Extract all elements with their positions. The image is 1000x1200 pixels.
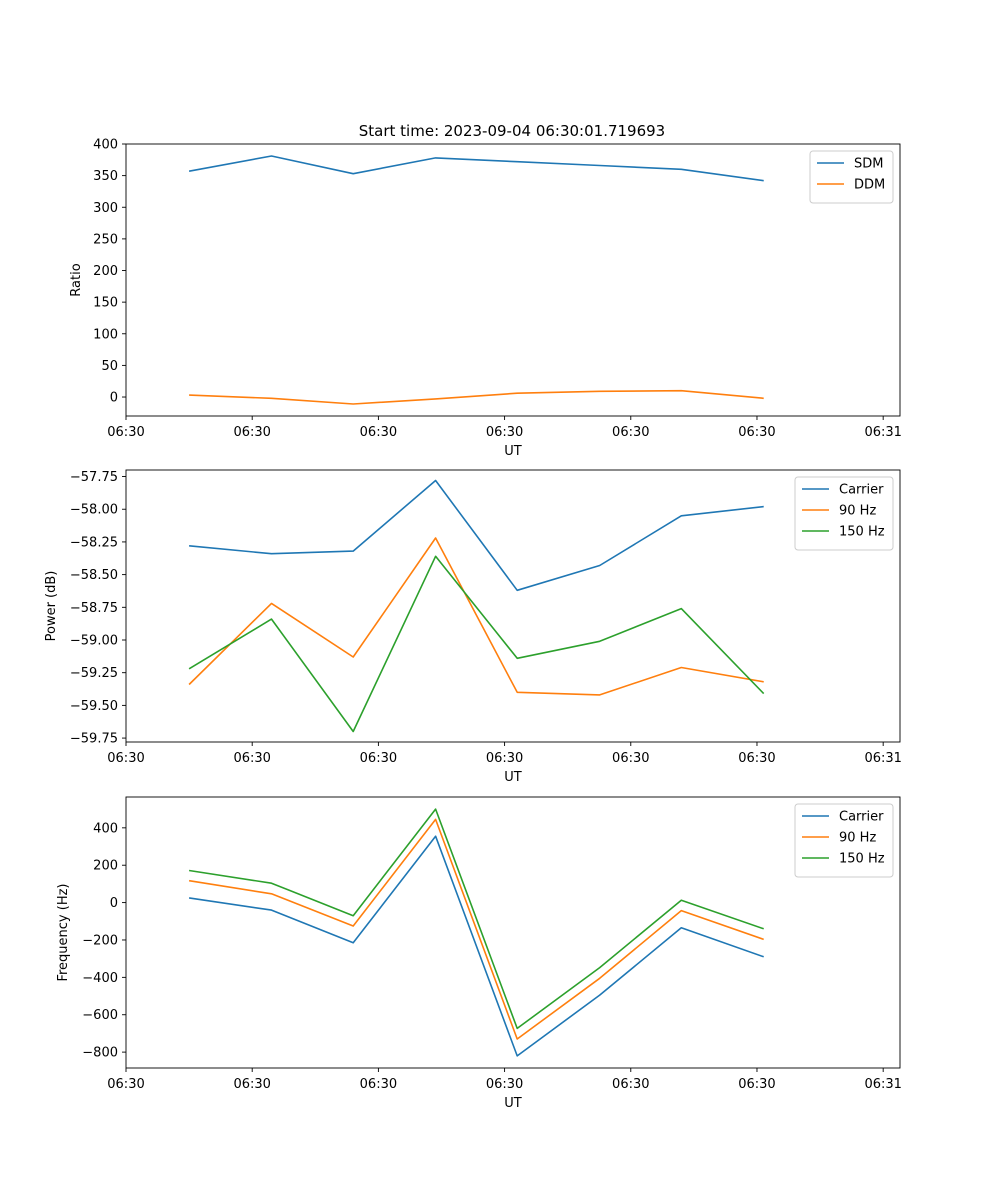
y-tick-label: −58.75 — [70, 601, 118, 616]
y-tick-label: −58.50 — [70, 568, 118, 583]
y-tick-label: 50 — [101, 359, 118, 374]
y-tick-label: 250 — [93, 232, 118, 247]
x-tick-label: 06:30 — [612, 751, 649, 766]
x-tick-label: 06:31 — [864, 1077, 901, 1092]
power-panel: 06:30 06:30 06:30 06:30 06:30 06:30 06:31 −59.7… — [44, 469, 902, 785]
ratio-panel: 06:30 06:30 06:30 06:30 06:30 06:30 06:31 0 50 10… — [69, 138, 902, 460]
y-tick-label: −59.50 — [70, 699, 118, 714]
legend-label: Carrier — [839, 483, 884, 498]
legend-label: SDM — [854, 157, 883, 172]
frequency-panel: 06:30 06:30 06:30 06:30 06:30 06:30 06:31 −800 −… — [56, 796, 902, 1111]
y-axis-label: Power (dB) — [44, 571, 59, 642]
y-tick-label: 0 — [110, 391, 118, 406]
axes-frame — [125, 469, 901, 743]
legend: Carrier 90 Hz 150 Hz — [794, 476, 894, 551]
x-tick-label: 06:30 — [360, 751, 397, 766]
x-tick-label: 06:31 — [864, 751, 901, 766]
axes-frame — [125, 796, 901, 1069]
x-tick-label: 06:30 — [738, 1077, 775, 1092]
x-tick-label: 06:30 — [360, 1077, 397, 1092]
legend: Carrier 90 Hz 150 Hz — [794, 803, 894, 878]
series-line-150-hz — [188, 808, 764, 1030]
x-tick-label: 06:30 — [107, 1077, 144, 1092]
series-line-carrier — [188, 835, 764, 1057]
x-tick-label: 06:30 — [107, 425, 144, 440]
y-tick-label: 100 — [93, 327, 118, 342]
y-axis-label: Ratio — [69, 263, 84, 296]
y-axis-label: Frequency (Hz) — [56, 883, 71, 981]
series-line-150-hz — [188, 555, 765, 733]
x-tick-label: 06:30 — [612, 1077, 649, 1092]
series-line-sdm — [188, 155, 764, 182]
y-tick-label: −600 — [82, 1008, 118, 1023]
legend-label: Carrier — [839, 810, 884, 825]
series-line-ddm — [189, 389, 764, 405]
y-tick-label: −57.75 — [70, 470, 118, 485]
x-axis-label: UT — [504, 1096, 522, 1111]
y-tick-label: −58.25 — [70, 535, 118, 550]
legend: SDM DDM — [809, 150, 894, 204]
y-tick-label: −58.00 — [70, 503, 118, 518]
y-tick-label: 350 — [93, 169, 118, 184]
axes-frame — [125, 143, 901, 417]
legend-label: DDM — [854, 178, 885, 193]
y-tick-label: 400 — [93, 821, 118, 836]
y-tick-label: −59.75 — [70, 732, 118, 747]
y-tick-label: −800 — [82, 1046, 118, 1061]
x-tick-label: 06:30 — [486, 1077, 523, 1092]
legend-label: 150 Hz — [839, 525, 885, 540]
series-line-carrier — [189, 479, 764, 592]
legend-box — [809, 150, 894, 204]
x-tick-label: 06:30 — [233, 751, 270, 766]
x-tick-label: 06:30 — [233, 425, 270, 440]
legend-label: 90 Hz — [839, 831, 876, 846]
y-tick-label: 150 — [93, 296, 118, 311]
x-tick-label: 06:31 — [864, 425, 901, 440]
x-tick-label: 06:30 — [486, 425, 523, 440]
y-tick-label: 200 — [93, 264, 118, 279]
x-tick-label: 06:30 — [738, 425, 775, 440]
y-tick-label: −59.25 — [70, 666, 118, 681]
x-tick-label: 06:30 — [612, 425, 649, 440]
series-line-90-hz — [188, 537, 764, 696]
y-tick-label: −400 — [82, 971, 118, 986]
x-tick-label: 06:30 — [233, 1077, 270, 1092]
x-tick-label: 06:30 — [486, 751, 523, 766]
x-tick-label: 06:30 — [360, 425, 397, 440]
y-tick-label: 200 — [93, 859, 118, 874]
legend-label: 90 Hz — [839, 504, 876, 519]
x-tick-label: 06:30 — [738, 751, 775, 766]
y-tick-label: 400 — [93, 138, 118, 153]
x-axis-label: UT — [504, 770, 522, 785]
y-tick-label: −200 — [82, 933, 118, 948]
chart-title: Start time: 2023-09-04 06:30:01.719693 — [359, 122, 665, 140]
y-tick-label: 300 — [93, 201, 118, 216]
series-line-90-hz — [188, 818, 764, 1040]
y-tick-label: −59.00 — [70, 634, 118, 649]
legend-label: 150 Hz — [839, 852, 885, 867]
x-tick-label: 06:30 — [107, 751, 144, 766]
x-axis-label: UT — [504, 444, 522, 459]
y-tick-label: 0 — [110, 896, 118, 911]
